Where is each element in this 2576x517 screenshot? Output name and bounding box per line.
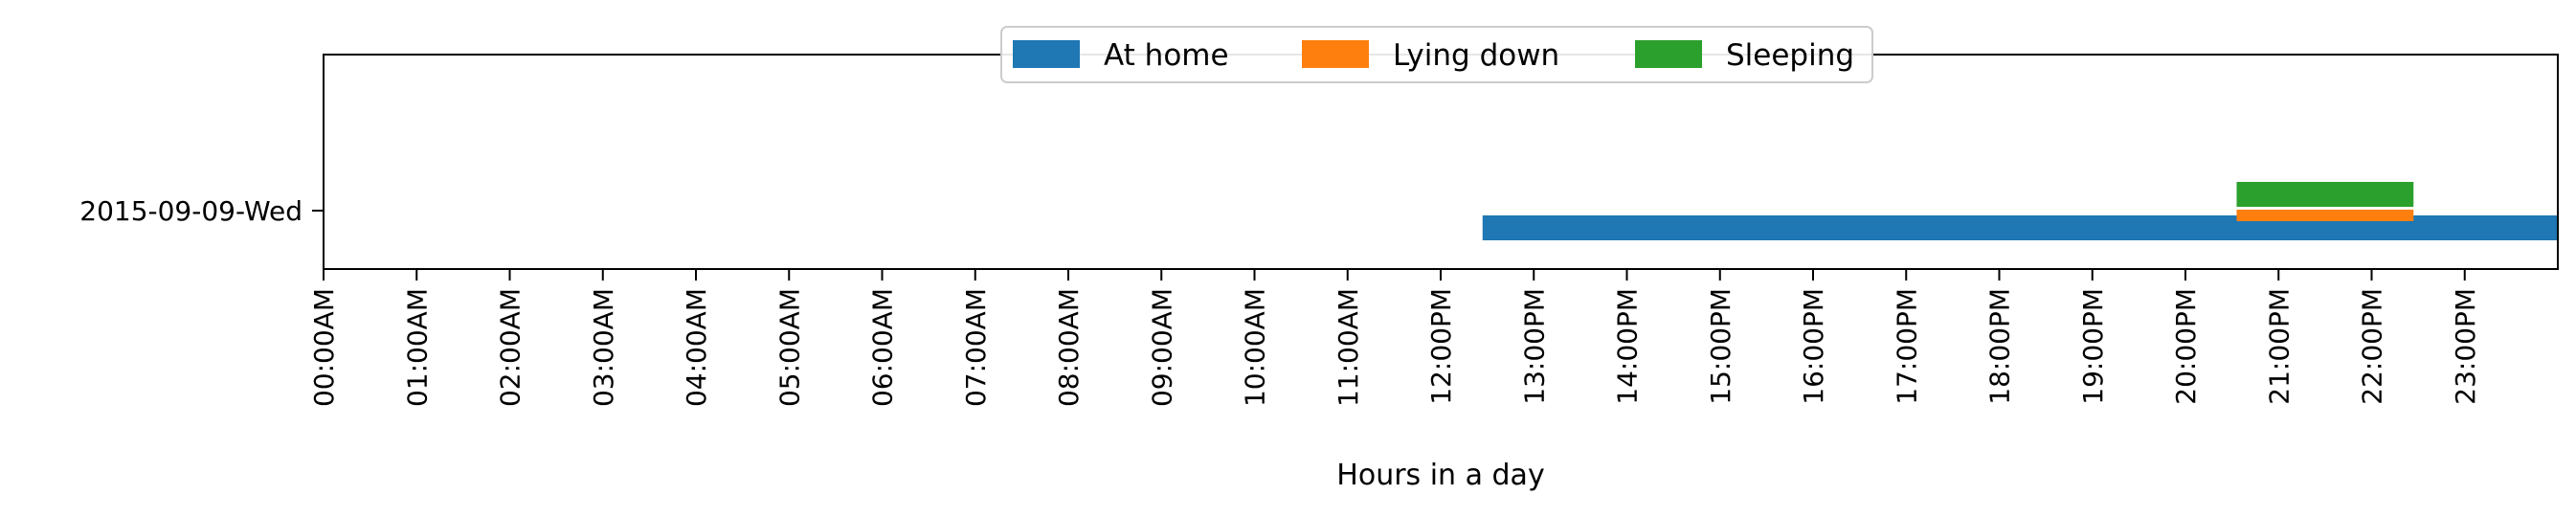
x-tick-label: 18:00PM [1984,288,2016,405]
series-bars [1482,182,2558,240]
x-tick-label: 06:00AM [867,288,899,407]
x-axis: 00:00AM 01:00AM 02:00AM 03:00AM 04:00AM 05:00… [308,269,2481,407]
x-tick-label: 03:00AM [588,288,619,407]
legend-label-at-home: At home [1104,38,1229,73]
x-tick-label: 10:00AM [1240,288,1271,407]
y-axis: 2015-09-09-Wed [79,195,324,227]
legend-swatch-lying-down [1302,40,1369,68]
x-tick-label: 17:00PM [1891,288,1922,405]
x-tick-label: 21:00PM [2263,288,2295,405]
bar-sleeping-0 [2236,182,2414,207]
legend-swatch-at-home [1013,40,1080,68]
x-tick-label: 09:00AM [1146,288,1177,407]
x-tick-label: 22:00PM [2357,288,2388,405]
legend: At home Lying down Sleeping [1000,26,1873,83]
legend-label-lying-down: Lying down [1393,38,1559,73]
bar-lying-down-0 [2236,210,2414,221]
x-tick-label: 19:00PM [2077,288,2109,405]
x-tick-label: 01:00AM [401,288,433,407]
x-tick-label: 16:00PM [1798,288,1829,405]
y-tick-label: 2015-09-09-Wed [79,195,302,227]
x-tick-label: 02:00AM [495,288,526,407]
x-tick-label: 04:00AM [681,288,712,407]
x-tick-label: 14:00PM [1612,288,1644,405]
legend-label-sleeping: Sleeping [1726,38,1854,73]
x-axis-title: Hours in a day [1336,459,1544,492]
legend-swatch-sleeping [1635,40,1702,68]
x-tick-label: 00:00AM [308,288,340,407]
x-tick-label: 07:00AM [960,288,992,407]
x-tick-label: 11:00AM [1333,288,1364,407]
x-tick-label: 20:00PM [2170,288,2202,405]
x-tick-label: 15:00PM [1705,288,1736,405]
x-tick-label: 12:00PM [1425,288,1457,405]
x-tick-label: 05:00AM [773,288,805,407]
x-tick-label: 23:00PM [2450,288,2481,405]
x-tick-label: 08:00AM [1053,288,1085,407]
x-tick-label: 13:00PM [1518,288,1550,405]
